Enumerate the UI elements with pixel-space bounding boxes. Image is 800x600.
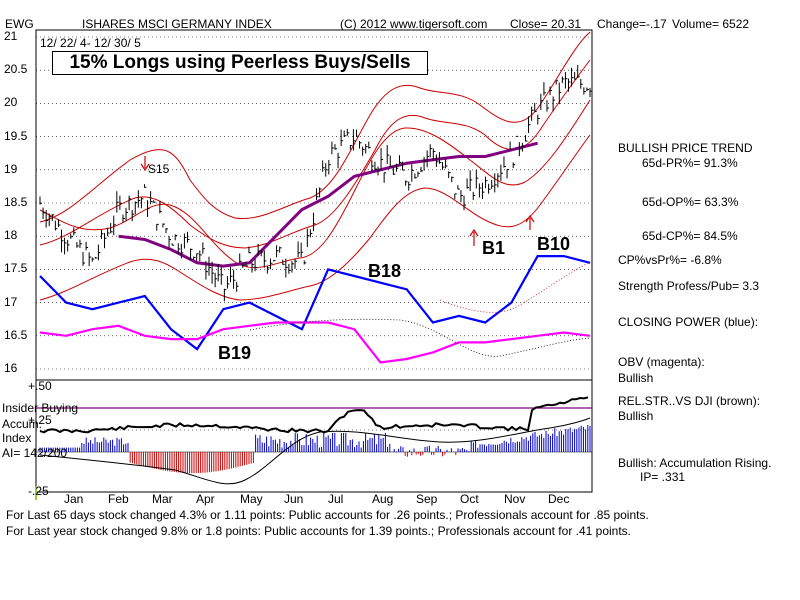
obv-value: Bullish — [618, 371, 654, 385]
band-upper — [39, 31, 591, 223]
ip-value: IP= .331 — [640, 470, 686, 484]
y-tick-label: 20 — [4, 95, 18, 110]
strength-ratio: Strength Profess/Pub= 3.3 — [618, 279, 760, 293]
x-tick-label: Apr — [196, 492, 215, 506]
signal-s15: S15 — [148, 162, 170, 176]
volume-value: Volume= 6522 — [672, 17, 750, 31]
short-ma-line — [39, 99, 591, 269]
close-value: Close= 20.31 — [510, 17, 582, 31]
obv-line — [39, 321, 591, 364]
date-range: 12/ 22/ 4- 12/ 30/ 5 — [40, 36, 141, 50]
label-insider-buying: Insider Buying — [2, 401, 79, 415]
signal-arrows — [140, 156, 535, 246]
plot-frame — [35, 29, 593, 493]
pr-65d: 65d-PR%= 91.3% — [642, 156, 738, 170]
obv-ref-dotted — [249, 318, 591, 357]
cp-ref-dotted — [439, 261, 591, 313]
y-tick-label: 17 — [4, 294, 18, 309]
closing-power-label: CLOSING POWER (blue): — [618, 315, 759, 329]
y-tick-label: 18.5 — [4, 195, 28, 209]
op-65d: 65d-OP%= 63.3% — [642, 195, 739, 209]
band-lower — [39, 134, 591, 301]
signal-b1: B1 — [482, 238, 506, 258]
x-tick-label: Mar — [152, 492, 173, 506]
arrow-b10 — [525, 214, 535, 230]
y-tick-label: 19.5 — [4, 128, 28, 143]
x-tick-label: May — [240, 492, 263, 506]
signal-b19: B19 — [218, 343, 252, 363]
trend-status: BULLISH PRICE TREND — [618, 141, 753, 155]
y-tick-label: 21 — [4, 29, 18, 43]
x-tick-label: Aug — [372, 492, 394, 506]
label-ai: AI= 142/200 — [2, 446, 68, 460]
x-tick-label: Feb — [108, 492, 129, 506]
ma65-line — [118, 141, 538, 268]
label-plus25: +.25 — [28, 413, 52, 427]
x-tick-label: Jul — [328, 492, 344, 506]
obv-label: OBV (magenta): — [618, 355, 705, 369]
y-tick-label: 16.5 — [4, 327, 28, 342]
copyright-text: (C) 2012 www.tigersoft.com — [340, 17, 488, 31]
arrow-s15 — [140, 156, 150, 172]
label-index: Index — [2, 431, 32, 445]
x-tick-label: Dec — [548, 492, 570, 506]
accum-status: Bullish: Accumulation Rising. — [618, 456, 772, 470]
label-plus50: +.50 — [28, 379, 52, 393]
arrow-b1 — [469, 228, 479, 246]
ticker-label: EWG — [5, 17, 34, 31]
label-minus25: -.25 — [28, 484, 49, 498]
strategy-caption: 15% Longs using Peerless Buys/Sells — [52, 51, 428, 75]
x-tick-label: Sep — [416, 492, 438, 506]
x-tick-label: Jun — [284, 492, 304, 506]
signal-b18: B18 — [368, 261, 402, 281]
x-tick-label: Nov — [504, 492, 526, 506]
signal-b10: B10 — [537, 234, 571, 254]
y-tick-label: 16 — [4, 361, 18, 375]
security-name: ISHARES MSCI GERMANY INDEX — [82, 17, 272, 31]
x-tick-label: Jan — [64, 492, 84, 506]
label-accum: Accum. — [2, 417, 43, 431]
relstr-line — [39, 396, 589, 434]
cp-vs-pr: CP%vsPr%= -6.8% — [618, 253, 722, 267]
accum-ma-line — [39, 417, 591, 485]
cp-65d: 65d-CP%= 84.5% — [642, 229, 738, 243]
y-tick-label: 19 — [4, 161, 18, 176]
y-tick-label: 20.5 — [4, 62, 28, 77]
x-tick-label: Oct — [460, 492, 479, 506]
price-bars — [39, 64, 592, 302]
relstr-label: REL.STR..VS DJI (brown): — [618, 394, 761, 408]
footer-year: For Last year stock changed 9.8% or 1.8 … — [6, 524, 632, 538]
footer-65day: For Last 65 days stock changed 4.3% or 1… — [6, 508, 649, 522]
accumulation-bars — [39, 424, 591, 474]
y-tick-label: 17.5 — [4, 261, 28, 276]
relstr-value: Bullish — [618, 409, 654, 423]
y-tick-label: 18 — [4, 228, 18, 243]
change-value: Change=-.17 — [597, 17, 667, 31]
closing-power-line — [39, 255, 591, 351]
